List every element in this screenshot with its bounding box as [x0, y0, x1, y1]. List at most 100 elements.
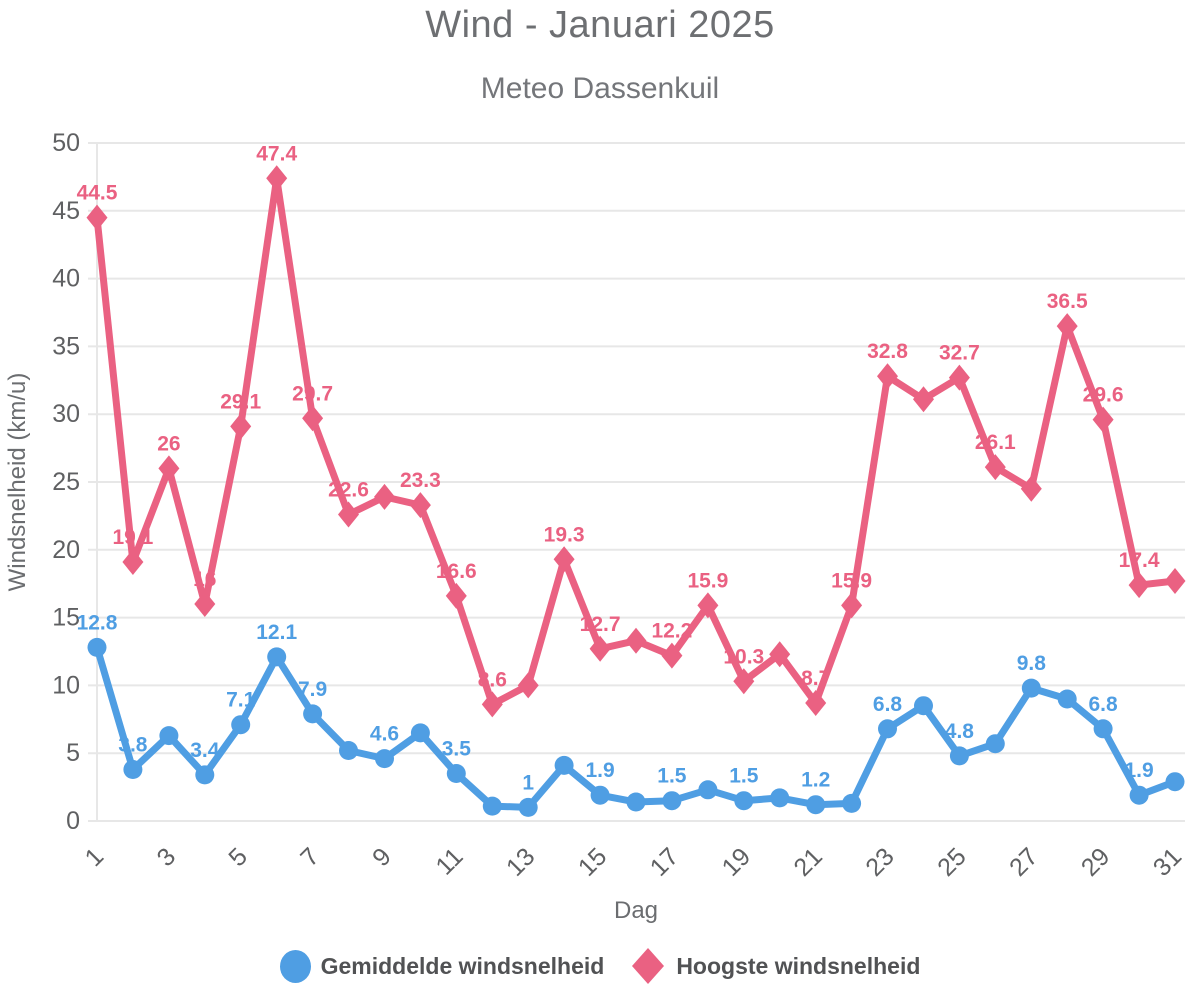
avg-wind-point[interactable] — [698, 780, 718, 800]
max-wind-point[interactable] — [625, 627, 647, 654]
avg-wind-point[interactable] — [482, 796, 502, 816]
y-tick-label: 40 — [52, 265, 80, 293]
x-tick-label: 7 — [295, 842, 325, 872]
x-tick-label: 13 — [501, 842, 540, 881]
max-wind-point[interactable] — [553, 546, 575, 573]
avg-wind-point[interactable] — [375, 749, 394, 769]
avg-wind-point[interactable] — [339, 741, 358, 760]
avg-wind-point[interactable] — [303, 704, 323, 724]
max-wind-point[interactable] — [374, 483, 395, 510]
avg-wind-point[interactable] — [662, 791, 682, 811]
x-tick-label: 31 — [1148, 842, 1187, 881]
x-tick-label: 5 — [223, 842, 253, 872]
avg-wind-point-label: 9.8 — [1017, 652, 1047, 675]
avg-wind-point-label: 6.8 — [873, 693, 903, 716]
avg-wind-point[interactable] — [123, 760, 143, 779]
max-wind-point[interactable] — [302, 405, 324, 432]
avg-wind-point[interactable] — [1093, 719, 1113, 739]
avg-wind-point[interactable] — [267, 647, 287, 667]
max-wind-point[interactable] — [1164, 568, 1186, 594]
max-wind-point[interactable] — [194, 591, 216, 617]
max-wind-point[interactable] — [589, 635, 611, 662]
max-wind-point-label: 47.4 — [256, 142, 297, 165]
max-wind-point-label: 15.9 — [687, 569, 728, 592]
max-wind-point[interactable] — [841, 592, 863, 619]
x-tick-label: 21 — [788, 842, 827, 881]
avg-wind-point[interactable] — [949, 746, 969, 766]
avg-wind-point[interactable] — [1165, 772, 1185, 792]
avg-wind-point[interactable] — [878, 719, 897, 739]
max-wind-point[interactable] — [948, 364, 970, 391]
avg-wind-point[interactable] — [554, 755, 574, 775]
max-wind-markers — [86, 165, 1186, 718]
avg-wind-point[interactable] — [985, 734, 1005, 754]
max-wind-point[interactable] — [733, 668, 755, 695]
avg-wind-point[interactable] — [518, 797, 538, 817]
avg-wind-point-label: 1.5 — [657, 765, 687, 788]
avg-wind-point[interactable] — [231, 715, 251, 735]
circle-marker-icon — [279, 949, 311, 983]
max-wind-point-label: 36.5 — [1047, 290, 1088, 313]
avg-wind-point-label: 1 — [522, 771, 534, 794]
max-wind-point[interactable] — [913, 386, 934, 413]
max-wind-point-label: 23.3 — [400, 469, 441, 492]
max-wind-point[interactable] — [769, 641, 791, 668]
avg-wind-point-label: 1.2 — [801, 769, 830, 792]
max-wind-point[interactable] — [158, 455, 180, 482]
avg-wind-point-labels: 12.83.8 3.47.112.17.94.63.511.9 1.5 1.5 1.26… — [77, 611, 1154, 794]
avg-wind-point[interactable] — [842, 793, 862, 813]
y-axis-grid: 0 5 10 15 20 25 30 35 40 45 50 — [52, 129, 1185, 835]
avg-wind-point[interactable] — [446, 764, 466, 783]
avg-wind-point[interactable] — [410, 723, 430, 743]
avg-wind-point-label: 3.5 — [442, 738, 472, 761]
avg-wind-point[interactable] — [734, 791, 754, 811]
avg-wind-point-label: 3.4 — [190, 739, 220, 762]
x-tick-label: 15 — [573, 842, 612, 881]
y-tick-label: 15 — [52, 604, 80, 632]
max-wind-point[interactable] — [984, 454, 1006, 481]
max-wind-point[interactable] — [122, 549, 144, 575]
max-wind-point[interactable] — [1128, 572, 1150, 599]
max-wind-point[interactable] — [697, 592, 719, 619]
max-wind-point[interactable] — [338, 501, 359, 528]
max-wind-point[interactable] — [266, 165, 288, 192]
max-wind-point[interactable] — [805, 690, 827, 716]
x-axis-title: Dag — [614, 897, 658, 924]
max-wind-point[interactable] — [877, 363, 898, 390]
avg-wind-point[interactable] — [770, 788, 790, 808]
avg-wind-point[interactable] — [87, 637, 107, 657]
y-tick-label: 45 — [52, 197, 80, 225]
avg-wind-line — [93, 643, 1179, 811]
avg-wind-point[interactable] — [590, 785, 610, 805]
avg-wind-point[interactable] — [914, 696, 933, 716]
x-tick-label: 3 — [152, 842, 182, 872]
max-wind-point[interactable] — [445, 582, 467, 609]
max-wind-point[interactable] — [517, 672, 539, 699]
avg-wind-point[interactable] — [806, 795, 826, 815]
max-wind-point[interactable] — [1092, 406, 1114, 433]
max-wind-point[interactable] — [409, 492, 431, 519]
x-tick-label: 11 — [430, 842, 468, 880]
max-wind-point[interactable] — [86, 204, 108, 231]
avg-wind-point[interactable] — [195, 765, 215, 785]
max-wind-point-label: 17.4 — [1119, 549, 1160, 572]
max-wind-point-label: 32.7 — [939, 342, 980, 365]
max-wind-point[interactable] — [230, 413, 252, 440]
y-tick-label: 10 — [52, 671, 80, 699]
max-wind-point[interactable] — [1020, 475, 1042, 502]
legend-item-max-wind[interactable]: Hoogste windsnelheid — [630, 946, 920, 986]
x-tick-label: 9 — [367, 842, 397, 872]
avg-wind-point-label: 1.5 — [729, 765, 759, 788]
max-wind-point[interactable] — [481, 691, 503, 718]
max-wind-point[interactable] — [661, 642, 683, 669]
avg-wind-point[interactable] — [626, 792, 646, 812]
y-tick-label: 35 — [52, 332, 80, 360]
avg-wind-point[interactable] — [1021, 678, 1041, 698]
max-wind-point[interactable] — [1056, 313, 1078, 340]
avg-wind-point[interactable] — [1057, 689, 1077, 709]
avg-wind-point[interactable] — [1129, 785, 1149, 805]
avg-wind-point[interactable] — [159, 726, 179, 746]
legend-item-avg-wind[interactable]: Gemiddelde windsnelheid — [279, 949, 604, 983]
